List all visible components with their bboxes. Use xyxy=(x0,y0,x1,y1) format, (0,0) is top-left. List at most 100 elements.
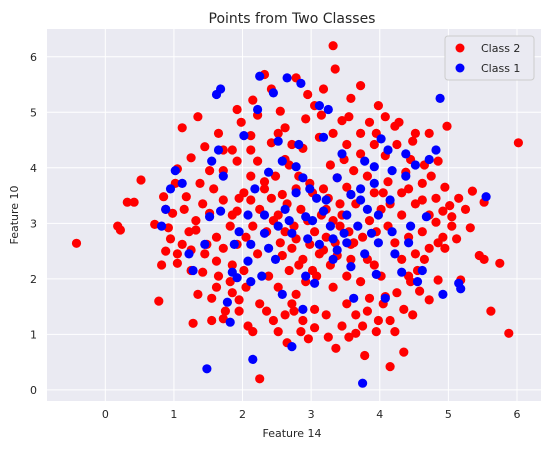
class-2-point xyxy=(362,171,372,181)
class-2-point xyxy=(296,204,306,214)
class-1-point xyxy=(349,293,359,303)
class-1-point xyxy=(328,234,338,244)
class-1-point xyxy=(318,132,329,142)
class-1-point xyxy=(371,269,381,279)
y-tick-label: 5 xyxy=(30,106,37,119)
class-2-point xyxy=(467,186,477,196)
class-2-point xyxy=(364,117,375,127)
class-2-point xyxy=(188,318,198,328)
class-1-point xyxy=(277,289,287,299)
class-2-point xyxy=(362,306,372,316)
class-2-point xyxy=(344,112,354,122)
class-2-point xyxy=(205,166,215,176)
class-2-point xyxy=(207,315,217,326)
class-2-point xyxy=(385,362,395,372)
chart-title: Points from Two Classes xyxy=(209,11,376,27)
class-2-point xyxy=(220,306,230,316)
class-1-point xyxy=(362,204,372,214)
class-1-point xyxy=(243,210,253,220)
class-1-point xyxy=(401,149,411,159)
class-2-point xyxy=(447,212,457,222)
class-2-point xyxy=(284,160,294,170)
class-2-point xyxy=(454,193,464,203)
class-2-point xyxy=(342,299,352,309)
class-2-point xyxy=(424,295,434,305)
class-1-point xyxy=(165,184,176,194)
class-2-point xyxy=(346,254,356,264)
class-2-point xyxy=(380,112,390,122)
class-2-point xyxy=(410,128,420,138)
y-tick-labels: 0 1 2 3 4 5 6 xyxy=(30,51,37,397)
class-1-point xyxy=(268,88,278,98)
points-layer xyxy=(71,41,524,388)
class-2-point xyxy=(191,216,201,226)
class-1-point xyxy=(387,227,397,237)
class-1-point xyxy=(356,195,366,205)
class-2-point xyxy=(246,145,256,155)
class-1-point xyxy=(234,227,244,237)
class-2-point xyxy=(394,117,404,127)
class-2-point xyxy=(438,206,448,216)
class-2-point xyxy=(227,288,237,298)
class-2-point xyxy=(369,188,379,198)
class-2-point xyxy=(273,282,283,292)
y-axis-label: Feature 10 xyxy=(8,185,21,244)
class-1-point xyxy=(216,84,226,94)
class-2-point xyxy=(186,153,196,163)
class-2-point xyxy=(129,197,139,207)
class-2-point xyxy=(318,184,329,194)
class-2-point xyxy=(264,271,274,281)
class-2-point xyxy=(390,327,400,337)
legend: Class 2 Class 1 xyxy=(444,35,535,81)
y-tick-label: 0 xyxy=(30,384,37,397)
class-1-point xyxy=(412,277,423,287)
class-2-point xyxy=(172,249,182,259)
class-2-point xyxy=(275,238,285,248)
class-2-point xyxy=(415,286,425,296)
class-2-point xyxy=(280,123,290,133)
class-2-point xyxy=(287,243,297,253)
class-1-point xyxy=(332,245,342,255)
class-2-point xyxy=(335,221,345,231)
class-2-point xyxy=(168,208,178,218)
class-2-point xyxy=(225,277,235,287)
class-2-point xyxy=(346,93,356,103)
class-2-point xyxy=(486,306,496,316)
x-tick-label: 4 xyxy=(376,408,383,421)
class-2-point xyxy=(351,310,361,320)
class-2-point xyxy=(342,271,352,281)
class-1-point xyxy=(225,317,235,327)
class-2-point xyxy=(397,254,407,264)
class-2-point xyxy=(246,171,256,181)
class-2-point xyxy=(200,249,210,259)
class-2-point xyxy=(342,182,352,192)
class-2-point xyxy=(447,221,457,231)
class-1-point xyxy=(314,101,324,111)
class-2-point xyxy=(259,184,270,194)
class-1-point xyxy=(390,249,400,259)
class-2-point xyxy=(213,128,224,138)
class-1-point xyxy=(481,192,491,202)
x-tick-labels: 0 1 2 3 4 5 6 xyxy=(102,408,521,421)
class-2-point xyxy=(218,243,228,253)
class-2-point xyxy=(287,299,297,309)
class-1-point xyxy=(307,216,318,226)
class-1-point xyxy=(264,243,274,253)
class-1-point xyxy=(358,378,368,388)
class-1-point xyxy=(255,71,265,81)
class-1-point xyxy=(184,249,194,259)
class-2-point xyxy=(392,288,402,298)
class-2-point xyxy=(364,293,375,303)
class-2-point xyxy=(383,177,393,187)
class-2-point xyxy=(157,260,167,270)
x-tick-label: 3 xyxy=(308,408,315,421)
class-1-point xyxy=(435,93,445,103)
x-tick-label: 6 xyxy=(513,408,520,421)
class-1-point xyxy=(406,221,416,231)
class-2-point xyxy=(371,327,381,337)
class-2-point xyxy=(191,225,201,235)
class-2-point xyxy=(303,89,313,100)
class-2-point xyxy=(349,166,359,176)
class-1-point xyxy=(314,239,324,249)
class-1-point xyxy=(202,364,212,374)
